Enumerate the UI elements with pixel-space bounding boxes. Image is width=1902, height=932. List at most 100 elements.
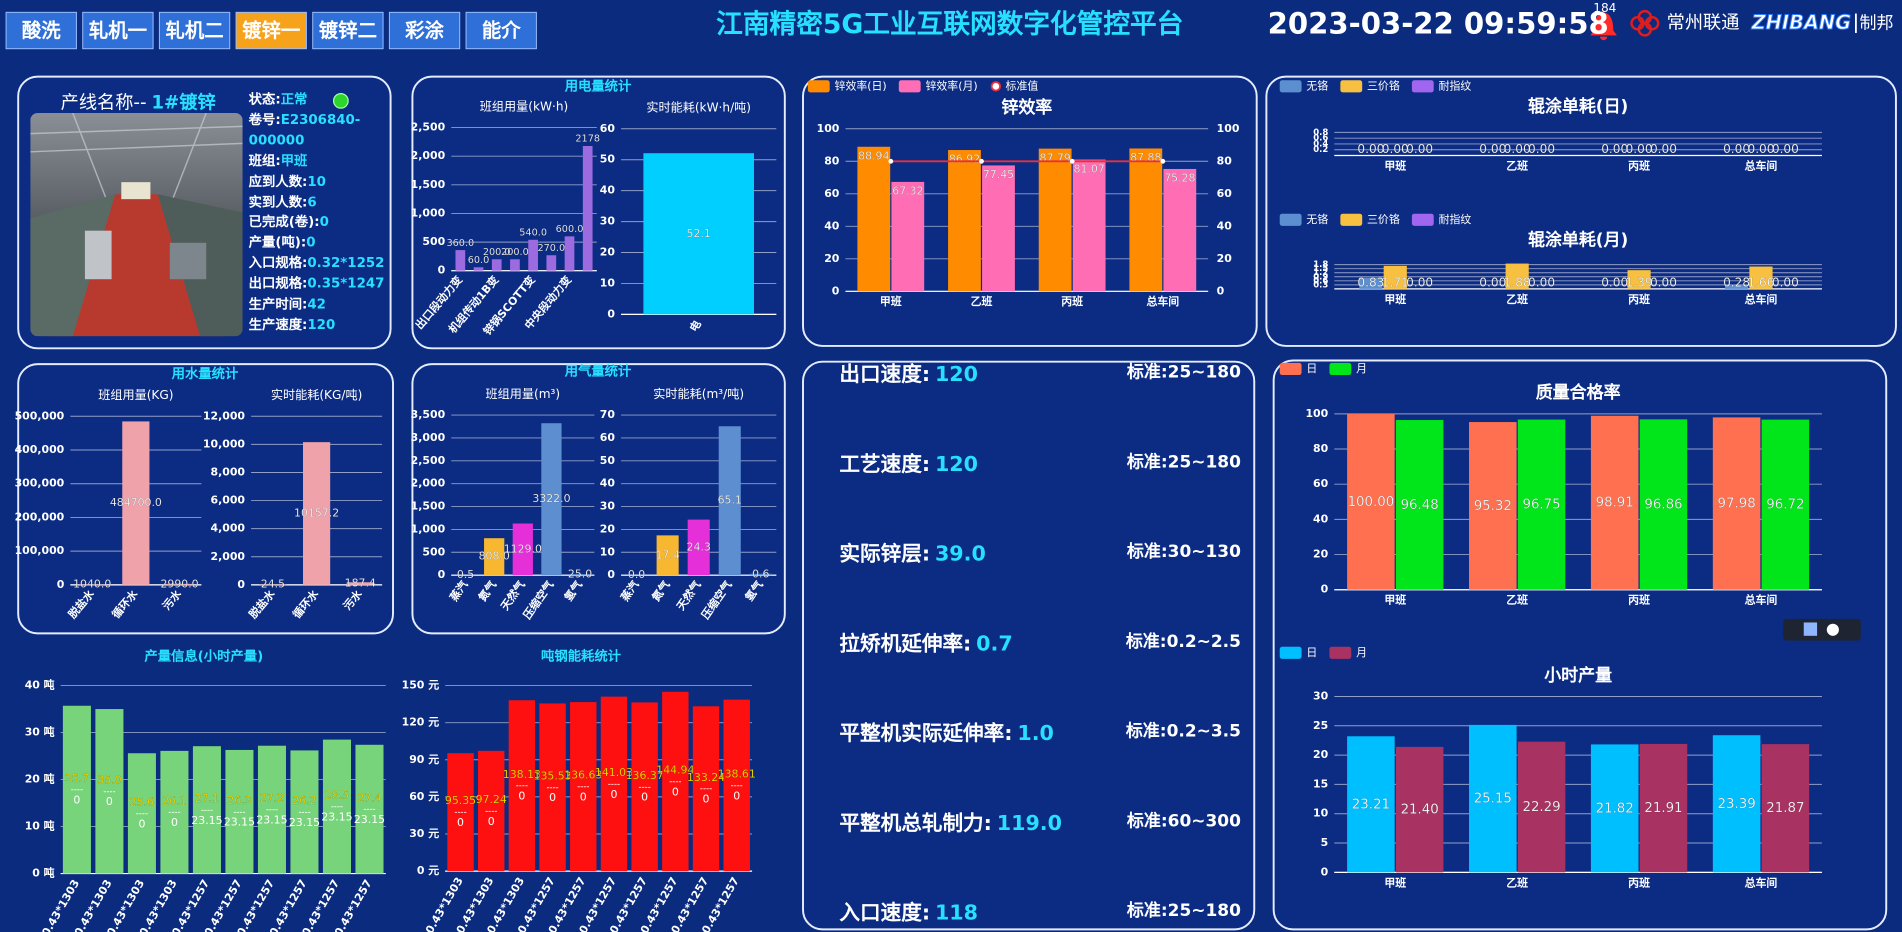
- info-row: 实到人数:6: [249, 193, 385, 214]
- chart-subtitle: 班组用量(kW·h): [480, 99, 569, 113]
- nav-label[interactable]: 轧机一: [89, 19, 147, 42]
- nav-button[interactable]: [5, 11, 77, 50]
- value-label: 87.88: [1130, 151, 1161, 164]
- chart-toolbar[interactable]: [1783, 618, 1861, 641]
- bar: [1469, 724, 1517, 873]
- y-tick-label: 20: [600, 246, 616, 259]
- value-separator: ----: [639, 782, 651, 792]
- nav-label[interactable]: 酸洗: [22, 19, 61, 42]
- nav-button[interactable]: [82, 11, 154, 50]
- value-label: 10157.2: [294, 507, 339, 520]
- bar: [1359, 277, 1383, 289]
- chart-subtitle: 班组用量(KG): [98, 388, 173, 402]
- legend-swatch: [898, 80, 921, 93]
- value-separator: ----: [700, 784, 712, 794]
- value-separator: ----: [485, 806, 497, 816]
- param-value: 1.0: [1017, 721, 1054, 745]
- sub-value-label: 23.15: [224, 816, 255, 829]
- nav-label[interactable]: 能介: [482, 19, 521, 42]
- value-label: 23.39: [1718, 797, 1756, 812]
- y-tick-label: 1,000: [411, 206, 446, 219]
- y-tick-label: 10: [600, 545, 616, 558]
- nav-label[interactable]: 镀锌二: [319, 19, 377, 42]
- legend-label: 锌效率(月): [926, 78, 978, 92]
- bar: [455, 250, 466, 271]
- y-tick-label: 200,000: [15, 510, 65, 523]
- param-label: 出口速度:: [839, 362, 930, 386]
- info-label: 班组:: [248, 152, 281, 169]
- sub-value-label: 0: [549, 791, 556, 804]
- bar: [1347, 736, 1395, 873]
- value-label: 52.1: [687, 227, 711, 240]
- bar: [982, 165, 1015, 292]
- line-photo: [30, 113, 243, 337]
- status-light: [332, 92, 349, 109]
- alarm-bell[interactable]: [1590, 12, 1617, 41]
- bar: [1627, 270, 1651, 289]
- nav-button[interactable]: [465, 11, 537, 50]
- value-label: 2990.0: [160, 577, 198, 590]
- value-label: 25.0: [568, 568, 592, 581]
- bar: [1072, 159, 1106, 292]
- y-tick-label: 1.5: [1313, 264, 1328, 274]
- value-separator: ----: [577, 782, 589, 792]
- standard-point: [1160, 158, 1166, 164]
- bar: [1725, 285, 1749, 289]
- param-standard: 标准:25~180: [1127, 451, 1241, 472]
- panel-title: 吨钢能耗统计: [541, 647, 622, 664]
- bar: [165, 583, 194, 585]
- value-label: 0.83: [1357, 275, 1384, 289]
- bar: [631, 702, 658, 872]
- bar: [1517, 741, 1566, 873]
- nav-button[interactable]: [388, 11, 461, 50]
- param-standard: 标准:60~300: [1127, 810, 1241, 831]
- legend-swatch: [1411, 213, 1434, 226]
- bar: [569, 574, 591, 576]
- value-label: 0.00: [1650, 142, 1677, 156]
- y-tick-label: 10: [600, 276, 616, 289]
- nav-label[interactable]: 镀锌一: [242, 19, 300, 42]
- x-tick-label: 甲班: [1384, 593, 1406, 607]
- y-tick-label: 40: [600, 184, 616, 197]
- param-standard: 标准:25~180: [1127, 362, 1241, 383]
- x-tick-label: 甲班: [1384, 875, 1406, 889]
- info-value: 120: [307, 316, 336, 333]
- y-tick-label: 0.3: [1313, 280, 1328, 290]
- y-tick-label: 10,000: [203, 437, 245, 450]
- value-label: 21.87: [1766, 801, 1804, 816]
- value-label: 187.4: [345, 577, 376, 590]
- bar: [1590, 415, 1639, 590]
- value-label: 97.98: [1718, 497, 1756, 512]
- x-tick-label: 丙班: [1061, 294, 1083, 308]
- legend-label: 耐指纹: [1439, 78, 1472, 92]
- bar: [857, 146, 891, 292]
- info-row: 出口规格:0.35*1247: [249, 275, 385, 296]
- y-tick-label: 3,500: [411, 408, 446, 421]
- y-tick-label: 100: [817, 122, 840, 135]
- nav-label[interactable]: 彩涂: [404, 19, 444, 42]
- value-label: 0.00: [1626, 142, 1653, 156]
- value-label: 0.00: [1406, 275, 1433, 289]
- info-value: 正常: [280, 91, 308, 107]
- bar: [643, 153, 754, 315]
- chart-title: 锌效率: [1001, 97, 1052, 118]
- nav-button[interactable]: [312, 11, 384, 50]
- value-label: 136.37: [626, 769, 664, 782]
- value-label: 65.1: [718, 494, 742, 507]
- nav-label[interactable]: 轧机二: [165, 19, 223, 42]
- x-tick-label: 乙班: [1506, 158, 1528, 172]
- bar: [1639, 743, 1688, 873]
- nav-button[interactable]: [158, 11, 231, 50]
- panel-title: 用电量统计: [565, 77, 632, 94]
- panel: [802, 360, 1256, 931]
- alarm-count: 184: [1593, 1, 1616, 15]
- line-name: 1#镀锌: [151, 91, 215, 113]
- logo-suffix: 制邦: [1860, 13, 1894, 33]
- value-label: 2178: [575, 134, 600, 145]
- legend-label: 无铬: [1306, 212, 1328, 226]
- value-label: 26.2: [292, 794, 316, 807]
- nav-button[interactable]: [235, 11, 307, 50]
- bar: [749, 573, 772, 576]
- value-label: 27.1: [195, 792, 219, 805]
- info-row: 产量(吨):0: [249, 234, 385, 255]
